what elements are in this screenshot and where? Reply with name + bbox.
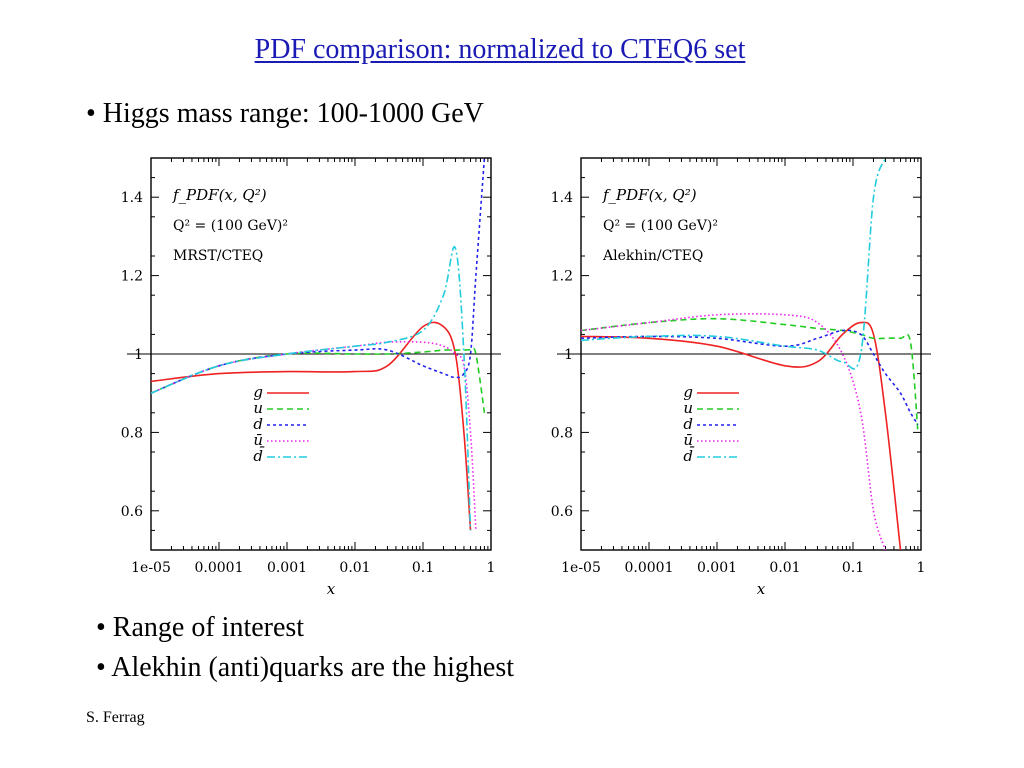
legend-label: u — [253, 399, 263, 417]
x-tick-label: 0.0001 — [625, 560, 674, 576]
y-tick-label: 0.8 — [121, 425, 143, 441]
series-line-1 — [151, 347, 486, 413]
legend-label: u — [683, 399, 693, 417]
series-line-0 — [151, 321, 472, 531]
slide-title: PDF comparison: normalized to CTEQ6 set — [254, 34, 746, 65]
author: S. Ferrag — [86, 709, 145, 726]
series-group — [151, 158, 486, 531]
series-line-2 — [581, 329, 919, 426]
chart-mrst-cteq: 1e-05 0.0001 0.001 0.01 0.1 1 0.6 0.8 1 1.2 1.4 x gu… — [121, 157, 501, 598]
series-group — [581, 158, 919, 550]
x-tick-label: 1 — [917, 560, 926, 576]
x-tick-label: 1e-05 — [131, 560, 171, 576]
y-tick-label: 1.4 — [551, 190, 573, 206]
legend-label: g — [253, 383, 263, 401]
chart-alekhin-cteq: 1e-05 0.0001 0.001 0.01 0.1 1 0.6 0.8 1 1.2 1.4 x gu… — [551, 157, 931, 598]
y-tick-label: 0.6 — [121, 504, 143, 520]
legend-label: ū — [683, 431, 693, 449]
x-tick-label: 0.01 — [769, 560, 800, 576]
series-line-2 — [151, 158, 486, 394]
series-line-0 — [581, 321, 902, 550]
legend-label: g — [683, 383, 693, 401]
series-line-3 — [581, 313, 887, 550]
x-tick-label: 1 — [487, 560, 496, 576]
y-tick-label: 1 — [564, 347, 573, 363]
y-tick-label: 1.2 — [551, 269, 573, 285]
x-tick-label: 0.001 — [267, 560, 307, 576]
y-tick-label: 0.6 — [551, 504, 573, 520]
y-tick-label: 1.4 — [121, 190, 143, 206]
series-line-3 — [151, 340, 477, 531]
annotation-line: Alekhin/CTEQ — [602, 248, 703, 264]
x-tick-label: 0.0001 — [195, 560, 244, 576]
annotation-line: f_PDF(x, Q²) — [602, 186, 697, 204]
bullet-alekhin-highest: • Alekhin (anti)quarks are the highest — [96, 652, 515, 683]
annotation-line: f_PDF(x, Q²) — [172, 186, 267, 204]
legend-label: d̄ — [683, 447, 694, 465]
y-tick-label: 0.8 — [551, 425, 573, 441]
x-tick-label: 0.1 — [412, 560, 434, 576]
annotation-line: MRST/CTEQ — [173, 248, 263, 264]
annotation-line: Q² = (100 GeV)² — [603, 218, 718, 234]
series-line-1 — [581, 317, 919, 433]
series-line-4 — [151, 245, 472, 531]
legend-label: d — [253, 415, 263, 433]
bullet-range-of-interest: • Range of interest — [96, 612, 305, 643]
x-axis-label: x — [757, 580, 766, 598]
x-tick-label: 0.01 — [339, 560, 370, 576]
legend-label: d — [683, 415, 693, 433]
bullet-higgs-mass: • Higgs mass range: 100-1000 GeV — [86, 98, 484, 129]
x-tick-label: 1e-05 — [561, 560, 601, 576]
legend-label: ū — [253, 431, 263, 449]
legend-label: d̄ — [253, 447, 264, 465]
x-tick-label: 0.001 — [697, 560, 737, 576]
x-tick-label: 0.1 — [842, 560, 864, 576]
x-axis-label: x — [327, 580, 336, 598]
annotation-line: Q² = (100 GeV)² — [173, 218, 288, 234]
series-line-4 — [581, 158, 887, 370]
y-tick-label: 1 — [134, 347, 143, 363]
y-tick-label: 1.2 — [121, 269, 143, 285]
